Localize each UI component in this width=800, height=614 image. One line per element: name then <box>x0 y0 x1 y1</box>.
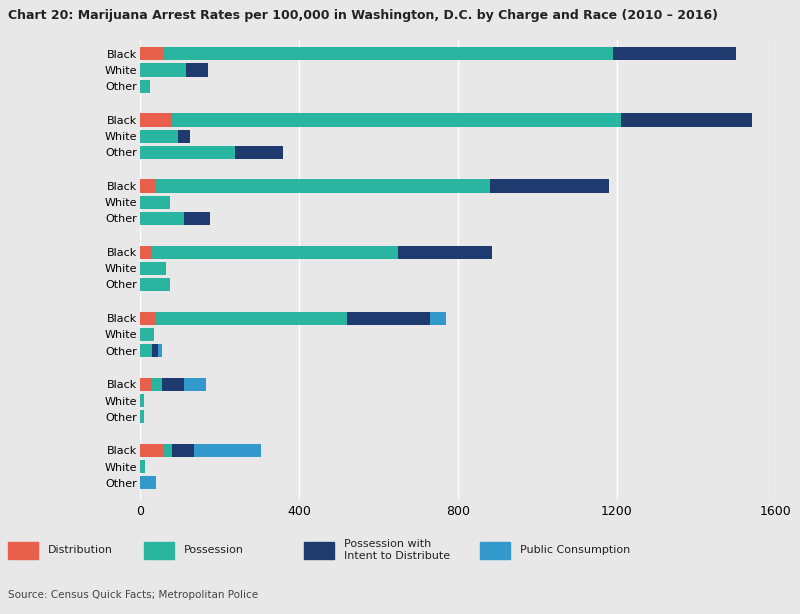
Bar <box>140 328 154 341</box>
Bar <box>140 278 170 291</box>
Bar <box>140 196 170 209</box>
Bar <box>140 130 178 142</box>
Bar <box>346 312 430 325</box>
Bar <box>140 312 156 325</box>
Bar <box>490 179 609 193</box>
Bar <box>186 63 207 77</box>
Bar <box>140 344 152 357</box>
Bar <box>178 130 190 142</box>
Bar <box>140 80 150 93</box>
Text: Chart 20: Marijuana Arrest Rates per 100,000 in Washington, D.C. by Charge and R: Chart 20: Marijuana Arrest Rates per 100… <box>8 9 718 22</box>
Bar <box>140 262 166 275</box>
Bar <box>172 114 621 126</box>
Bar <box>140 394 144 407</box>
Bar <box>140 410 144 423</box>
Text: Public Consumption: Public Consumption <box>520 545 630 555</box>
Text: Possession: Possession <box>184 545 244 555</box>
Bar <box>430 312 446 325</box>
Bar <box>164 444 172 457</box>
Bar <box>184 378 206 391</box>
Bar <box>164 47 613 60</box>
Bar <box>152 344 158 357</box>
Bar <box>235 146 283 159</box>
Bar <box>194 444 262 457</box>
Bar <box>140 47 164 60</box>
Bar <box>156 179 490 193</box>
Bar <box>140 114 172 126</box>
Text: Source: Census Quick Facts; Metropolitan Police: Source: Census Quick Facts; Metropolitan… <box>8 591 258 600</box>
Bar <box>140 246 152 258</box>
Bar <box>152 246 398 258</box>
Bar <box>152 378 162 391</box>
Bar <box>172 444 194 457</box>
Bar <box>621 114 752 126</box>
Bar <box>140 378 152 391</box>
Bar <box>140 146 235 159</box>
Bar <box>613 47 736 60</box>
Bar <box>140 444 164 457</box>
Bar <box>140 212 184 225</box>
Text: Possession with
Intent to Distribute: Possession with Intent to Distribute <box>344 539 450 561</box>
Text: Distribution: Distribution <box>48 545 113 555</box>
Bar <box>140 63 186 77</box>
Bar <box>162 378 184 391</box>
Bar <box>156 312 346 325</box>
Bar <box>184 212 210 225</box>
Bar <box>140 476 156 489</box>
Bar <box>398 246 492 258</box>
Bar <box>158 344 162 357</box>
Bar <box>140 179 156 193</box>
Bar <box>140 460 145 473</box>
